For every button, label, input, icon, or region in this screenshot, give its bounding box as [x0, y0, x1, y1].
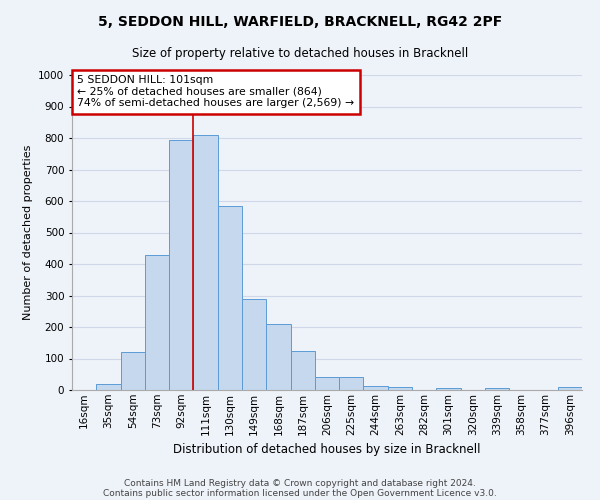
Bar: [121, 352, 145, 390]
Bar: [145, 254, 169, 390]
Bar: [218, 206, 242, 390]
Bar: [169, 140, 193, 390]
Bar: [436, 388, 461, 390]
Bar: [388, 387, 412, 390]
Bar: [315, 378, 339, 390]
Bar: [339, 378, 364, 390]
X-axis label: Distribution of detached houses by size in Bracknell: Distribution of detached houses by size …: [173, 443, 481, 456]
Bar: [364, 386, 388, 390]
Bar: [290, 350, 315, 390]
Text: Size of property relative to detached houses in Bracknell: Size of property relative to detached ho…: [132, 48, 468, 60]
Bar: [485, 388, 509, 390]
Bar: [96, 384, 121, 390]
Text: Contains HM Land Registry data © Crown copyright and database right 2024.: Contains HM Land Registry data © Crown c…: [124, 478, 476, 488]
Bar: [193, 135, 218, 390]
Y-axis label: Number of detached properties: Number of detached properties: [23, 145, 32, 320]
Text: 5 SEDDON HILL: 101sqm
← 25% of detached houses are smaller (864)
74% of semi-det: 5 SEDDON HILL: 101sqm ← 25% of detached …: [77, 75, 354, 108]
Text: 5, SEDDON HILL, WARFIELD, BRACKNELL, RG42 2PF: 5, SEDDON HILL, WARFIELD, BRACKNELL, RG4…: [98, 15, 502, 29]
Bar: [242, 298, 266, 390]
Bar: [558, 388, 582, 390]
Text: Contains public sector information licensed under the Open Government Licence v3: Contains public sector information licen…: [103, 488, 497, 498]
Bar: [266, 324, 290, 390]
